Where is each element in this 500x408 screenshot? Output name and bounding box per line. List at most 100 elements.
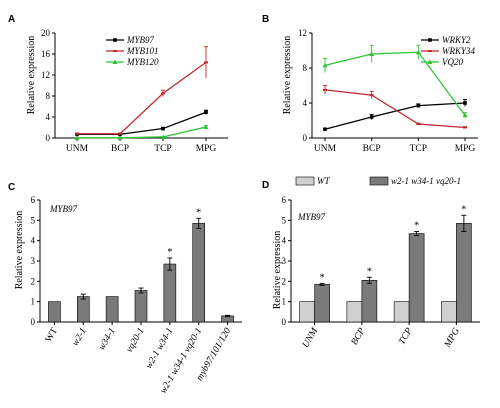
y-tick-label: 12 xyxy=(41,70,50,80)
panel-d: D Relative expression MYB97 0 1 2 3 4 5 6 UNM BC… xyxy=(262,176,480,350)
data-point xyxy=(203,124,209,129)
y-tick-label: 8 xyxy=(46,91,51,101)
data-point xyxy=(322,62,328,68)
y-tick-label: 16 xyxy=(41,49,51,59)
series-line-myb120 xyxy=(77,126,207,139)
bar xyxy=(299,301,315,323)
bar xyxy=(408,233,425,323)
x-tick-label: WT xyxy=(44,326,60,344)
legend-marker xyxy=(113,38,117,42)
series-line-wrky2 xyxy=(324,102,466,130)
x-tick-label: vq20-1 xyxy=(125,327,147,355)
x-tick-label: MPG xyxy=(196,144,217,154)
data-point xyxy=(323,127,327,132)
legend-label: MYB120 xyxy=(126,57,159,67)
legend-swatch xyxy=(369,176,389,186)
legend-label: WT xyxy=(317,176,330,186)
y-tick-label: 0 xyxy=(282,317,287,327)
y-tick-label: 4 xyxy=(282,236,287,246)
x-tick-label: w34-1 xyxy=(97,327,118,353)
data-point xyxy=(415,49,421,55)
y-tick-label: 0 xyxy=(303,133,308,143)
y-tick-label: 5 xyxy=(282,215,287,225)
x-tick-label: BCP xyxy=(363,144,381,154)
y-tick-label: 4 xyxy=(303,98,308,108)
legend-label: VQ20 xyxy=(442,57,463,67)
x-tick-label: UNM xyxy=(301,326,321,350)
bar xyxy=(76,296,90,323)
x-tick-label: UNM xyxy=(314,144,337,154)
panel-c-letter: C xyxy=(8,182,15,193)
legend-marker xyxy=(428,38,432,42)
series-line-wrky34 xyxy=(324,89,466,129)
data-point xyxy=(369,51,375,56)
data-point xyxy=(204,110,208,115)
legend-label: WRKY2 xyxy=(442,35,471,45)
panel-c: C Relative expression MYB97 0 1 2 3 4 5 6 WT w2-… xyxy=(8,182,242,395)
bar xyxy=(441,301,457,323)
bar xyxy=(48,301,61,323)
x-tick-label: TCP xyxy=(154,144,171,154)
y-tick-label: 4 xyxy=(46,112,51,122)
x-tick-label: UNM xyxy=(66,144,89,154)
panel-d-ylabel: Relative expression xyxy=(272,231,283,310)
panel-b-letter: B xyxy=(262,14,269,25)
bar xyxy=(361,280,378,323)
bar xyxy=(346,301,363,323)
bar xyxy=(163,263,177,323)
x-tick-label: TCP xyxy=(410,144,427,154)
x-tick-label: w2-1 xyxy=(71,327,89,348)
y-tick-label: 0 xyxy=(31,317,36,327)
legend-label: MYB97 xyxy=(126,35,155,45)
panel-a-letter: A xyxy=(8,14,15,25)
panel-d-plot: 0 1 2 3 4 5 6 UNM BCP TCP MPG * * * * WT w2-1 w34-1 vq20… xyxy=(282,176,480,350)
panel-c-gene-title: MYB97 xyxy=(49,204,78,214)
y-tick-label: 5 xyxy=(31,215,36,225)
significance-star: * xyxy=(461,204,466,215)
bar xyxy=(192,223,206,323)
panel-d-letter: D xyxy=(262,180,269,191)
legend-label: w2-1 w34-1 vq20-1 xyxy=(391,176,461,186)
x-tick-label: BCP xyxy=(350,326,368,347)
y-tick-label: 3 xyxy=(31,256,36,266)
panel-c-ylabel: Relative expression xyxy=(14,211,25,290)
series-line-myb101 xyxy=(77,61,207,135)
data-point xyxy=(117,135,123,140)
y-tick-label: 0 xyxy=(46,133,51,143)
bar xyxy=(105,296,119,323)
series-line-vq20 xyxy=(324,51,466,116)
panel-b-ylabel: Relative expression xyxy=(282,36,293,115)
bar xyxy=(393,301,410,323)
legend-label: WRKY34 xyxy=(442,46,476,56)
significance-star: * xyxy=(196,207,201,218)
y-tick-label: 2 xyxy=(282,276,287,286)
legend-marker xyxy=(112,59,118,64)
y-tick-label: 2 xyxy=(31,276,36,286)
bar xyxy=(314,284,330,323)
legend-swatch xyxy=(295,176,315,186)
data-point xyxy=(416,103,421,108)
data-point xyxy=(463,101,467,105)
y-tick-label: 1 xyxy=(282,297,287,307)
x-tick-label: w2-1 w34-1 xyxy=(144,327,175,371)
y-tick-label: 20 xyxy=(41,28,51,38)
significance-star: * xyxy=(414,221,419,232)
y-tick-label: 4 xyxy=(31,236,36,246)
y-tick-label: 8 xyxy=(303,63,308,73)
data-point xyxy=(160,134,166,139)
panel-d-gene-title: MYB97 xyxy=(297,212,326,222)
y-tick-label: 1 xyxy=(31,297,36,307)
bar xyxy=(456,223,472,323)
x-tick-label: TCP xyxy=(397,326,414,346)
data-point xyxy=(462,112,468,118)
panel-b: B Relative expression 0 4 8 12 UNM BCP TCP MPG W… xyxy=(262,14,478,154)
y-tick-label: 6 xyxy=(31,195,36,205)
legend-label: MYB101 xyxy=(126,46,159,56)
x-tick-label: MPG xyxy=(455,144,476,154)
panel-a-ylabel: Relative expression xyxy=(26,36,37,115)
legend-marker xyxy=(427,59,433,64)
